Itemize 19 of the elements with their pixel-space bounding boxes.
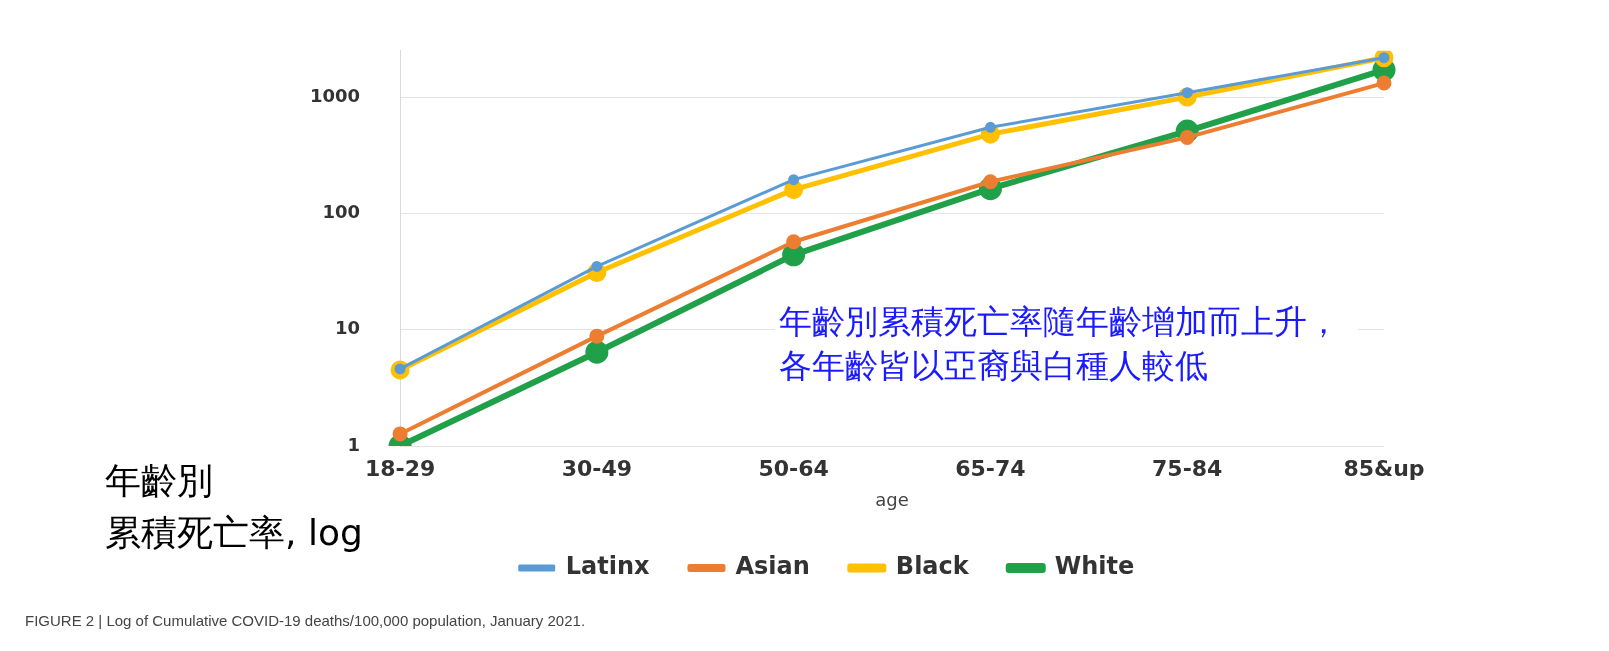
y-tick-label: 1 [347,433,361,455]
legend-label: Black [895,552,970,581]
x-tick-label: 18-29 [364,455,436,481]
text: 年齡別 [105,459,213,503]
y-tick-label: 1000 [309,84,361,106]
legend-label: White [1054,552,1135,581]
legend-label: Asian [735,552,810,581]
x-tick-label: 65-74 [955,455,1026,481]
x-axis-title: age [875,488,909,510]
caption: FIGURE 2 | Log of Cumulative COVID-19 deaths/100,000 population, January 2021. [25,612,586,629]
x-tick-label: 30-49 [561,455,633,481]
y-tick-label: 100 [322,201,361,223]
annotation: 年齡別累積死亡率隨年齡增加而上升，各年齡皆以亞裔與白種人較低 [775,300,1358,388]
legend-label: Latinx [565,552,650,581]
text: 累積死亡率, log [105,511,363,555]
x-tick-label: 75-84 [1152,455,1223,481]
x-tick-label: 85&up [1343,455,1425,481]
y-tick-label: 10 [335,317,361,339]
x-tick-label: 50-64 [758,455,829,481]
